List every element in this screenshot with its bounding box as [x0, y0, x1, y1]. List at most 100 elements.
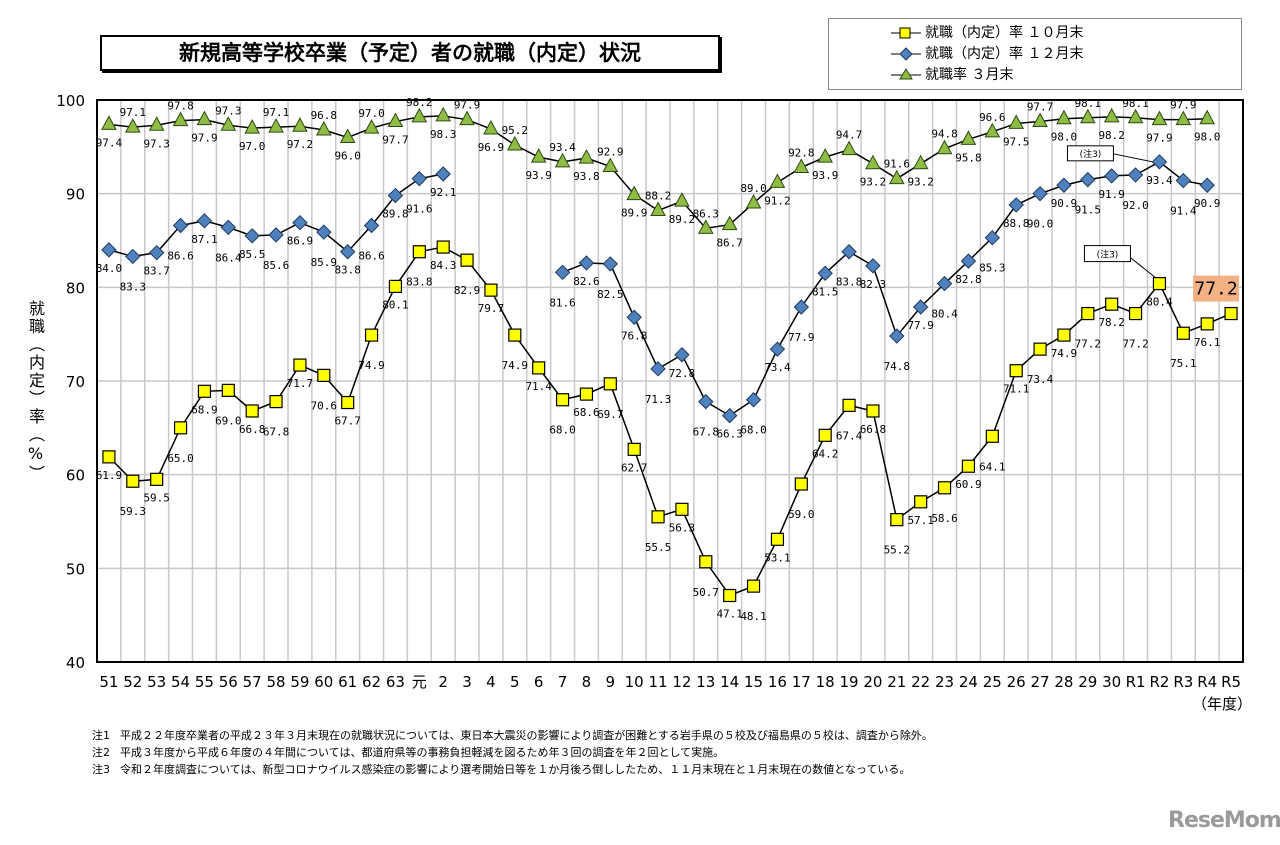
data-point-triangle: [793, 158, 810, 173]
y-tick-label: 70: [66, 373, 85, 391]
data-label: 93.8: [573, 170, 600, 183]
data-label: 88.8: [1003, 217, 1030, 230]
data-label: 57.1: [907, 514, 934, 527]
data-label: 72.8: [669, 367, 696, 380]
data-point-diamond: [148, 244, 165, 261]
data-label: 98.1: [1075, 97, 1102, 110]
x-tick-label: 61: [338, 673, 357, 691]
x-tick-label: 16: [768, 673, 787, 691]
data-point-triangle: [1175, 110, 1192, 126]
data-point-diamond: [960, 253, 977, 269]
x-tick-label: 22: [911, 673, 930, 691]
x-tick-label: 60: [314, 673, 333, 691]
data-point-triangle: [745, 193, 762, 209]
data-label: 94.7: [836, 129, 863, 142]
data-label: 89.8: [382, 208, 409, 221]
callout-text: (注3): [1080, 148, 1102, 160]
data-label: 59.5: [143, 491, 170, 504]
data-label: 91.9: [1098, 188, 1125, 201]
data-label: 91.5: [1075, 204, 1102, 217]
data-point-triangle: [865, 154, 881, 170]
data-label: 92.9: [597, 146, 624, 159]
x-tick-label: 6: [534, 673, 544, 691]
data-point-square: [890, 513, 904, 527]
data-point-triangle: [363, 119, 380, 134]
data-point-diamond: [363, 217, 380, 234]
data-label: 74.8: [884, 360, 911, 373]
data-point-triangle: [315, 120, 332, 136]
data-label: 97.3: [143, 137, 170, 150]
data-label: 77.2: [1122, 338, 1149, 351]
data-point-triangle: [984, 122, 1001, 138]
x-tick-label: 63: [386, 673, 405, 691]
data-point-diamond: [1032, 185, 1048, 202]
data-label: 86.7: [716, 237, 743, 250]
data-point-square: [1057, 328, 1071, 342]
data-label: 64.2: [812, 447, 839, 460]
data-label: 86.9: [287, 235, 314, 248]
data-label: 98.2: [406, 96, 433, 109]
callout-pointer: [1130, 257, 1156, 278]
data-point-diamond: [1127, 167, 1144, 183]
legend-oct: 就職（内定）率 １０月末: [925, 25, 1084, 41]
data-label: 93.4: [1146, 174, 1173, 187]
data-label: 78.2: [1098, 316, 1125, 329]
data-point-square: [842, 398, 856, 412]
x-tick-label: 58: [267, 673, 286, 691]
data-point-diamond: [554, 264, 571, 281]
x-tick-label: 59: [290, 673, 309, 691]
data-label: 47.1: [716, 607, 743, 620]
data-label: 81.6: [549, 296, 576, 309]
data-label: 55.5: [645, 541, 672, 554]
data-point-triangle: [148, 116, 165, 131]
data-point-triangle: [960, 130, 977, 145]
data-label: 71.4: [525, 380, 552, 393]
data-point-square: [1128, 306, 1143, 321]
data-label: 71.3: [645, 393, 672, 406]
data-point-triangle: [435, 106, 452, 122]
data-point-triangle: [1079, 108, 1096, 124]
data-point-diamond: [865, 258, 881, 274]
data-point-square: [985, 429, 999, 443]
data-point-diamond: [769, 341, 786, 357]
data-point-triangle: [674, 192, 690, 207]
x-tick-label: 3: [462, 673, 472, 691]
data-label: 55.2: [884, 544, 911, 557]
data-point-diamond: [674, 347, 690, 363]
data-point-triangle: [554, 152, 571, 168]
data-label: 97.0: [239, 140, 266, 153]
data-point-square: [1200, 317, 1214, 331]
data-label: 77.9: [907, 319, 934, 332]
data-label: 98.0: [1051, 131, 1078, 144]
data-label: 93.9: [525, 169, 552, 182]
data-point-diamond: [387, 187, 404, 204]
data-label: 82.8: [955, 273, 982, 286]
data-point-square: [412, 245, 426, 259]
data-point-diamond: [578, 255, 595, 271]
data-point-square: [197, 384, 212, 398]
data-point-triangle: [650, 201, 666, 217]
data-point-diamond: [936, 275, 953, 292]
data-label: 97.0: [358, 107, 385, 120]
data-point-diamond: [316, 224, 332, 240]
data-label: 97.5: [1003, 135, 1030, 148]
data-point-square: [436, 240, 450, 254]
data-point-square: [341, 395, 355, 410]
x-tick-label: 10: [625, 673, 644, 691]
data-label: 48.1: [740, 610, 767, 623]
data-point-triangle: [506, 135, 523, 151]
data-label: 90.9: [1194, 197, 1221, 210]
data-label: 83.8: [334, 264, 361, 277]
x-tick-label: 62: [362, 673, 381, 691]
highlight-label-bg: [1193, 275, 1240, 302]
data-point-triangle: [172, 111, 189, 127]
data-label: 61.9: [96, 469, 123, 482]
data-point-square: [961, 459, 976, 473]
x-tick-label: 9: [606, 673, 616, 691]
data-point-triangle: [196, 110, 213, 126]
data-label: 97.8: [167, 100, 194, 113]
data-label: 85.3: [979, 262, 1006, 275]
x-tick-label: 56: [219, 673, 238, 691]
data-point-triangle: [769, 173, 786, 188]
